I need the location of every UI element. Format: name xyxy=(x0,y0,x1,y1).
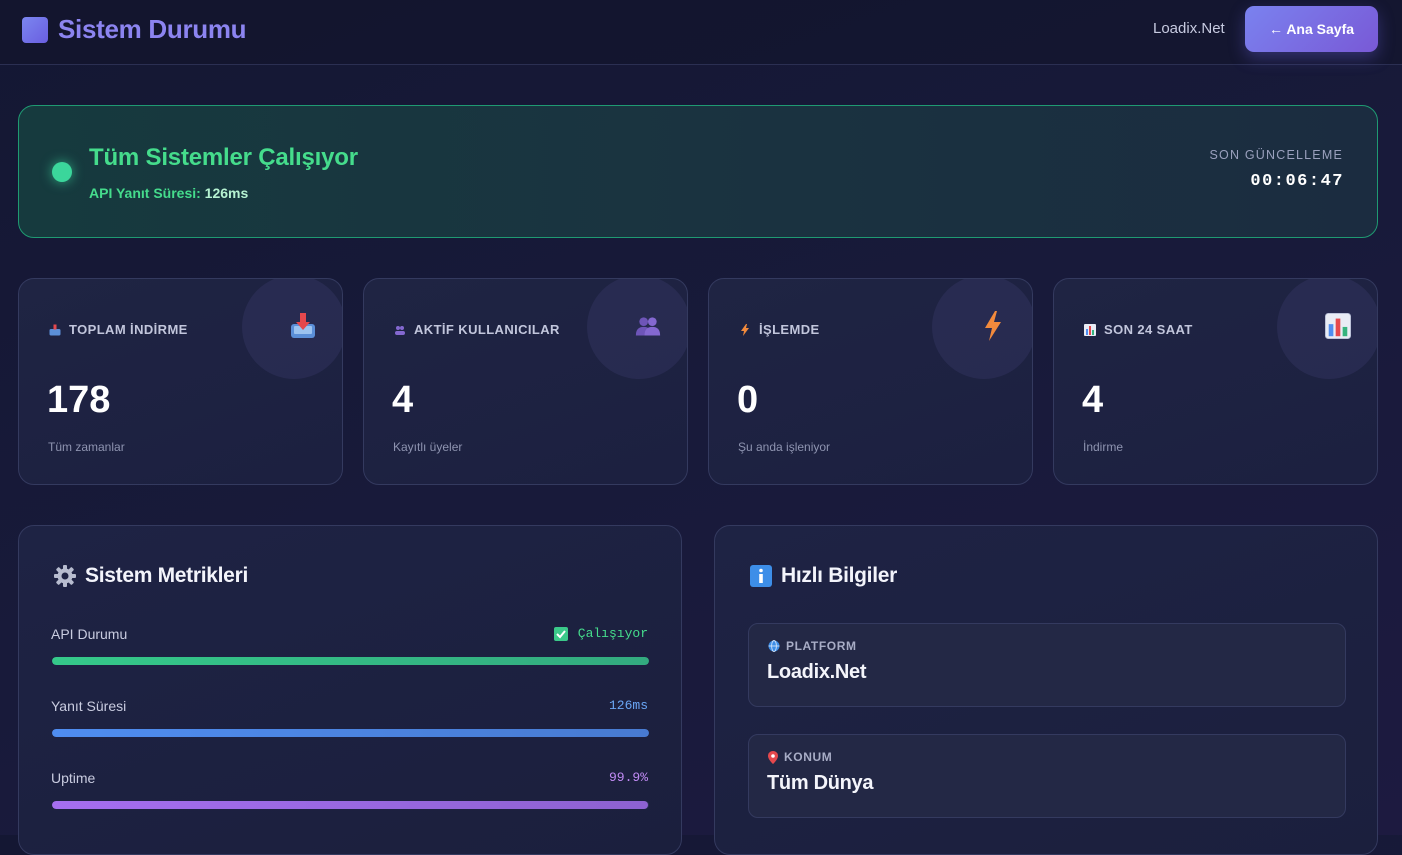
site-name-link[interactable]: Loadix.Net xyxy=(1153,20,1225,37)
metric-label: Yanıt Süresi xyxy=(51,698,127,714)
metric-label: Uptime xyxy=(51,770,96,786)
page-title: Sistem Durumu xyxy=(58,14,247,44)
last-update-label: SON GÜNCELLEME xyxy=(1209,148,1343,162)
panel-title: Hızlı Bilgiler xyxy=(750,564,897,588)
globe-icon xyxy=(768,640,780,652)
info-title: Hızlı Bilgiler xyxy=(781,564,897,587)
stat-label: SON 24 SAAT xyxy=(1104,322,1193,337)
check-icon xyxy=(553,626,568,641)
metric-progress-fill xyxy=(52,657,649,665)
info-label: PLATFORM xyxy=(786,639,857,653)
metric-value: 99.9% xyxy=(608,770,648,785)
stat-value: 4 xyxy=(1082,379,1104,421)
metric-value: 126ms xyxy=(608,698,648,713)
lightning-small-icon xyxy=(739,323,751,336)
stat-label: İŞLEMDE xyxy=(759,322,820,337)
stat-value: 4 xyxy=(392,379,414,421)
users-small-icon xyxy=(394,324,406,336)
logo-square-icon xyxy=(22,16,48,43)
stat-card-processing: İŞLEMDE 0 Şu anda işleniyor xyxy=(708,278,1033,485)
inbox-tray-small-icon xyxy=(49,324,61,336)
info-value: Loadix.Net xyxy=(767,661,867,683)
response-time-value: 126ms xyxy=(204,185,249,201)
stat-card-active-users: AKTİF KULLANICILAR 4 Kayıtlı üyeler xyxy=(363,278,688,485)
metric-progress-track xyxy=(52,729,649,737)
metrics-title: Sistem Metrikleri xyxy=(85,564,248,587)
stat-note: Şu anda işleniyor xyxy=(738,440,831,454)
info-value: Tüm Dünya xyxy=(767,772,874,794)
bar-chart-icon xyxy=(1325,313,1351,339)
stat-value: 0 xyxy=(737,379,759,421)
stat-card-last-24h: SON 24 SAAT 4 İndirme xyxy=(1053,278,1378,485)
users-icon xyxy=(635,313,661,339)
metric-progress-fill xyxy=(52,801,649,809)
top-header: Sistem Durumu Loadix.Net ← Ana Sayfa xyxy=(0,0,1402,65)
stat-label: AKTİF KULLANICILAR xyxy=(414,322,560,337)
info-box-platform: PLATFORM Loadix.Net xyxy=(748,623,1346,707)
lightning-icon xyxy=(980,311,1006,341)
response-time-label: API Yanıt Süresi: xyxy=(89,185,201,201)
quick-info-panel: Hızlı Bilgiler PLATFORM Loadix.Net KONUM… xyxy=(714,525,1378,855)
last-update-time: 00:06:47 xyxy=(1250,172,1344,191)
metric-progress-track xyxy=(52,801,649,809)
panel-title: Sistem Metrikleri xyxy=(54,564,248,588)
stat-note: Tüm zamanlar xyxy=(48,440,125,454)
bar-chart-small-icon xyxy=(1084,323,1096,336)
status-indicator-icon xyxy=(52,162,72,182)
stat-card-total-downloads: TOPLAM İNDİRME 178 Tüm zamanlar xyxy=(18,278,343,485)
status-banner: Tüm Sistemler Çalışıyor API Yanıt Süresi… xyxy=(18,105,1378,238)
metric-value: Çalışıyor xyxy=(553,626,648,641)
home-button[interactable]: ← Ana Sayfa xyxy=(1245,6,1378,52)
stat-glow xyxy=(587,279,687,379)
response-time-line: API Yanıt Süresi: 126ms xyxy=(89,185,248,201)
brand[interactable]: Sistem Durumu xyxy=(22,14,247,45)
status-title: Tüm Sistemler Çalışıyor xyxy=(89,144,358,171)
gear-icon xyxy=(54,565,76,587)
metric-progress-track xyxy=(52,657,649,665)
stat-glow xyxy=(932,279,1032,379)
metric-progress-fill xyxy=(52,729,649,737)
stat-note: Kayıtlı üyeler xyxy=(393,440,463,454)
stat-note: İndirme xyxy=(1083,440,1124,454)
info-label: KONUM xyxy=(784,750,833,764)
info-icon xyxy=(750,565,772,587)
info-box-location: KONUM Tüm Dünya xyxy=(748,734,1346,818)
stat-value: 178 xyxy=(47,379,111,421)
inbox-tray-icon xyxy=(290,313,316,339)
pin-icon xyxy=(768,750,778,764)
system-metrics-panel: Sistem Metrikleri API Durumu Çalışıyor Y… xyxy=(18,525,682,855)
metric-label: API Durumu xyxy=(51,626,128,642)
stat-label: TOPLAM İNDİRME xyxy=(69,322,188,337)
